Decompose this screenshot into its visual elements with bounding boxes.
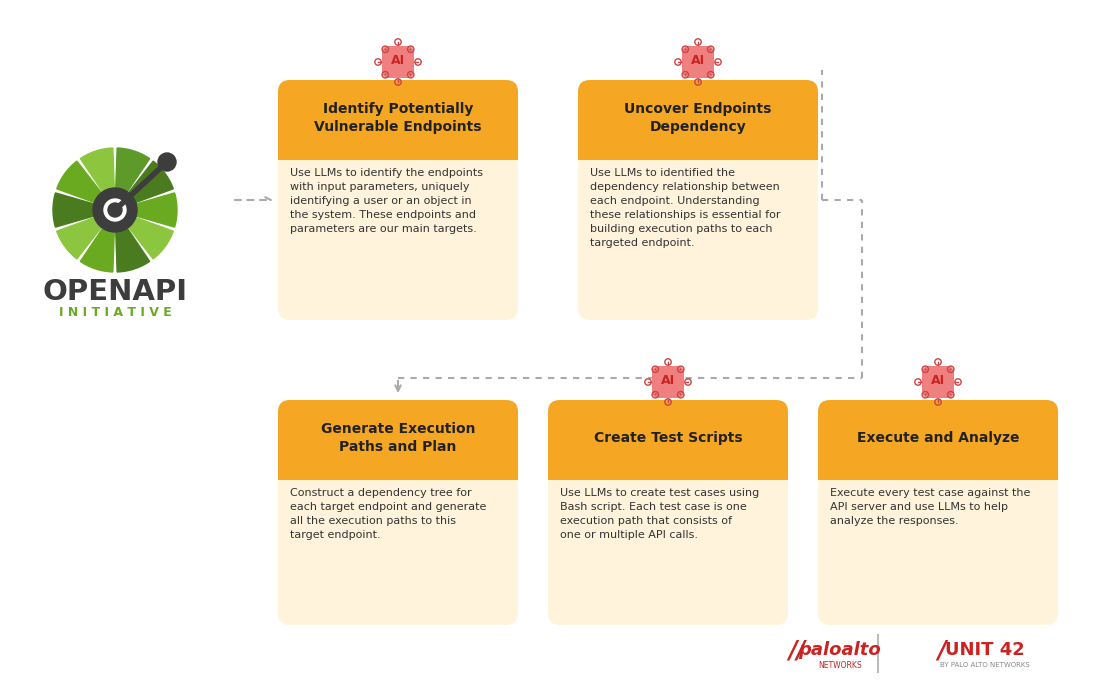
Text: UNIT 42: UNIT 42 xyxy=(945,641,1025,659)
FancyBboxPatch shape xyxy=(278,80,518,320)
Polygon shape xyxy=(116,148,149,192)
Text: Construct a dependency tree for
each target endpoint and generate
all the execut: Construct a dependency tree for each tar… xyxy=(290,488,487,540)
FancyBboxPatch shape xyxy=(682,46,714,78)
Polygon shape xyxy=(53,193,94,227)
Circle shape xyxy=(158,153,176,171)
Text: AI: AI xyxy=(691,55,705,67)
Text: Create Test Scripts: Create Test Scripts xyxy=(594,431,742,445)
FancyBboxPatch shape xyxy=(548,400,788,480)
Polygon shape xyxy=(57,218,101,259)
FancyBboxPatch shape xyxy=(578,80,818,320)
Text: paloalto: paloalto xyxy=(799,641,881,659)
FancyBboxPatch shape xyxy=(278,400,518,625)
Bar xyxy=(278,124,518,160)
FancyBboxPatch shape xyxy=(278,80,518,160)
Text: AI: AI xyxy=(931,374,945,388)
Polygon shape xyxy=(80,228,115,272)
Polygon shape xyxy=(136,193,177,227)
FancyBboxPatch shape xyxy=(278,400,518,480)
FancyBboxPatch shape xyxy=(548,400,788,625)
Text: Execute every test case against the
API server and use LLMs to help
analyze the : Execute every test case against the API … xyxy=(830,488,1030,526)
Bar xyxy=(818,480,1058,494)
Text: I N I T I A T I V E: I N I T I A T I V E xyxy=(59,305,172,318)
Polygon shape xyxy=(57,161,101,202)
Polygon shape xyxy=(116,228,149,272)
Bar xyxy=(578,160,818,174)
Polygon shape xyxy=(128,218,174,259)
Circle shape xyxy=(92,188,137,232)
FancyBboxPatch shape xyxy=(818,400,1058,625)
Circle shape xyxy=(108,203,123,217)
Text: Use LLMs to identify the endpoints
with input parameters, uniquely
identifying a: Use LLMs to identify the endpoints with … xyxy=(290,168,483,234)
Text: //: // xyxy=(789,638,805,662)
Text: /: / xyxy=(938,638,946,662)
Text: Uncover Endpoints
Dependency: Uncover Endpoints Dependency xyxy=(624,102,772,134)
FancyBboxPatch shape xyxy=(922,366,954,398)
Text: Use LLMs to identified the
dependency relationship between
each endpoint. Unders: Use LLMs to identified the dependency re… xyxy=(590,168,781,248)
Text: AI: AI xyxy=(391,55,405,67)
Text: NETWORKS: NETWORKS xyxy=(818,661,862,669)
FancyBboxPatch shape xyxy=(818,400,1058,480)
Text: AI: AI xyxy=(661,374,675,388)
Bar xyxy=(278,480,518,494)
Bar xyxy=(278,444,518,480)
Bar xyxy=(548,480,788,494)
FancyBboxPatch shape xyxy=(652,366,684,398)
Text: OPENAPI: OPENAPI xyxy=(42,278,187,306)
Bar xyxy=(278,160,518,174)
Text: Identify Potentially
Vulnerable Endpoints: Identify Potentially Vulnerable Endpoint… xyxy=(314,102,481,134)
Bar xyxy=(548,444,788,480)
Polygon shape xyxy=(128,161,174,202)
Circle shape xyxy=(104,199,126,221)
Text: Generate Execution
Paths and Plan: Generate Execution Paths and Plan xyxy=(321,422,476,454)
Bar xyxy=(578,124,818,160)
FancyBboxPatch shape xyxy=(578,80,818,160)
Text: BY PALO ALTO NETWORKS: BY PALO ALTO NETWORKS xyxy=(940,662,1029,668)
Text: Use LLMs to create test cases using
Bash script. Each test case is one
execution: Use LLMs to create test cases using Bash… xyxy=(560,488,760,540)
Text: Execute and Analyze: Execute and Analyze xyxy=(857,431,1019,445)
Polygon shape xyxy=(80,148,115,192)
Bar xyxy=(818,444,1058,480)
FancyBboxPatch shape xyxy=(382,46,414,78)
